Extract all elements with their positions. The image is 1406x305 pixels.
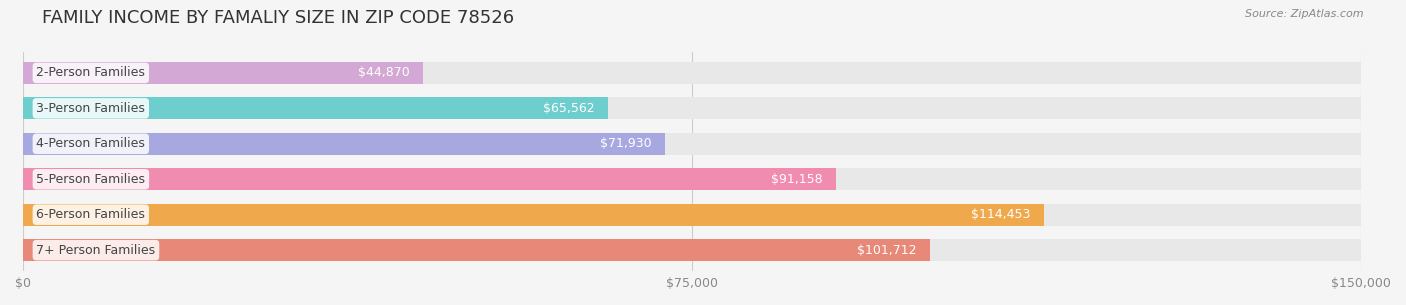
Text: $44,870: $44,870 [359,66,411,79]
Bar [22,168,837,190]
Text: 7+ Person Families: 7+ Person Families [37,244,156,257]
Bar [22,168,1361,190]
Bar [22,62,423,84]
Text: Source: ZipAtlas.com: Source: ZipAtlas.com [1246,9,1364,19]
Bar [22,97,1361,119]
Text: $71,930: $71,930 [599,137,651,150]
Text: 2-Person Families: 2-Person Families [37,66,145,79]
Bar [22,133,665,155]
Text: $91,158: $91,158 [770,173,823,186]
Text: 6-Person Families: 6-Person Families [37,208,145,221]
Bar [22,133,1361,155]
Text: 5-Person Families: 5-Person Families [37,173,145,186]
Bar [22,204,1361,226]
Bar [22,204,1045,226]
Bar [22,97,607,119]
Text: 3-Person Families: 3-Person Families [37,102,145,115]
Bar [22,239,931,261]
Bar [22,239,1361,261]
Text: $65,562: $65,562 [543,102,595,115]
Text: FAMILY INCOME BY FAMALIY SIZE IN ZIP CODE 78526: FAMILY INCOME BY FAMALIY SIZE IN ZIP COD… [42,9,515,27]
Bar [22,62,1361,84]
Text: 4-Person Families: 4-Person Families [37,137,145,150]
Text: $101,712: $101,712 [858,244,917,257]
Text: $114,453: $114,453 [972,208,1031,221]
